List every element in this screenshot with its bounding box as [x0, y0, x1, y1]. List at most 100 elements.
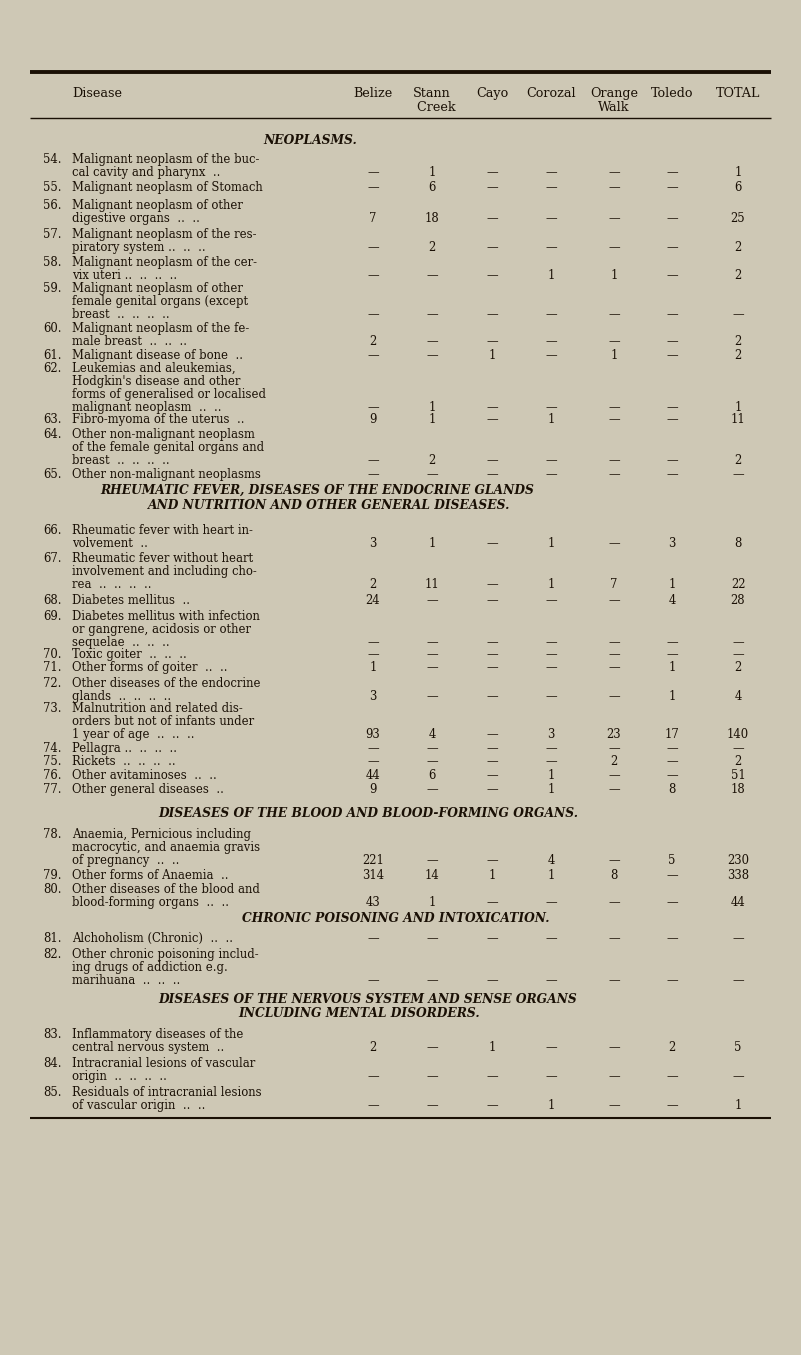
Text: —: —: [608, 401, 620, 415]
Text: —: —: [426, 593, 438, 607]
Text: —: —: [367, 454, 379, 467]
Text: cal cavity and pharynx  ..: cal cavity and pharynx ..: [72, 167, 220, 179]
Text: glands  ..  ..  ..  ..: glands .. .. .. ..: [72, 690, 171, 703]
Text: 71.: 71.: [43, 661, 62, 673]
Text: forms of generalised or localised: forms of generalised or localised: [72, 388, 266, 401]
Text: —: —: [426, 1070, 438, 1083]
Text: 11: 11: [425, 579, 440, 591]
Text: 3: 3: [369, 537, 376, 550]
Text: 8: 8: [735, 537, 742, 550]
Text: DISEASES OF THE NERVOUS SYSTEM AND SENSE ORGANS: DISEASES OF THE NERVOUS SYSTEM AND SENSE…: [158, 993, 577, 1005]
Text: Rickets  ..  ..  ..  ..: Rickets .. .. .. ..: [72, 755, 175, 768]
Text: 18: 18: [425, 211, 440, 225]
Text: —: —: [608, 770, 620, 782]
Text: 2: 2: [369, 1041, 376, 1054]
Text: 18: 18: [731, 783, 746, 795]
Text: orders but not of infants under: orders but not of infants under: [72, 715, 254, 728]
Text: 28: 28: [731, 593, 745, 607]
Text: 1: 1: [735, 1099, 742, 1112]
Text: 5: 5: [735, 1041, 742, 1054]
Text: —: —: [545, 690, 557, 703]
Text: —: —: [608, 1041, 620, 1054]
Text: —: —: [732, 1070, 744, 1083]
Text: 1: 1: [369, 661, 376, 673]
Text: —: —: [545, 350, 557, 362]
Text: —: —: [608, 182, 620, 194]
Text: —: —: [608, 974, 620, 986]
Text: 1: 1: [668, 661, 676, 673]
Text: —: —: [545, 182, 557, 194]
Text: 1: 1: [547, 1099, 554, 1112]
Text: —: —: [666, 755, 678, 768]
Text: 2: 2: [429, 454, 436, 467]
Text: —: —: [426, 974, 438, 986]
Text: 54.: 54.: [43, 153, 62, 167]
Text: —: —: [732, 743, 744, 755]
Text: —: —: [486, 974, 497, 986]
Text: —: —: [545, 241, 557, 253]
Text: 74.: 74.: [43, 743, 62, 755]
Text: 4: 4: [668, 593, 676, 607]
Text: —: —: [486, 537, 497, 550]
Text: —: —: [666, 413, 678, 425]
Text: —: —: [486, 593, 497, 607]
Text: —: —: [608, 743, 620, 755]
Text: 23: 23: [606, 728, 622, 741]
Text: of vascular origin  ..  ..: of vascular origin .. ..: [72, 1099, 205, 1112]
Text: —: —: [426, 1041, 438, 1054]
Text: —: —: [732, 648, 744, 661]
Text: 3: 3: [668, 537, 676, 550]
Text: NEOPLASMS.: NEOPLASMS.: [263, 134, 357, 146]
Text: Alchoholism (Chronic)  ..  ..: Alchoholism (Chronic) .. ..: [72, 932, 233, 944]
Text: —: —: [486, 661, 497, 673]
Text: DISEASES OF THE BLOOD AND BLOOD-FORMING ORGANS.: DISEASES OF THE BLOOD AND BLOOD-FORMING …: [158, 808, 578, 820]
Text: —: —: [486, 167, 497, 179]
Text: —: —: [608, 648, 620, 661]
Text: Malignant neoplasm of the buc-: Malignant neoplasm of the buc-: [72, 153, 260, 167]
Text: —: —: [426, 635, 438, 649]
Text: 2: 2: [735, 350, 742, 362]
Text: 2: 2: [429, 241, 436, 253]
Text: of the female genital organs and: of the female genital organs and: [72, 440, 264, 454]
Text: —: —: [426, 335, 438, 348]
Text: Orange: Orange: [590, 87, 638, 100]
Text: 4: 4: [547, 854, 554, 867]
Text: —: —: [666, 635, 678, 649]
Text: —: —: [608, 335, 620, 348]
Text: Walk: Walk: [598, 102, 630, 114]
Text: involvement and including cho-: involvement and including cho-: [72, 565, 257, 579]
Text: —: —: [666, 974, 678, 986]
Text: Corozal: Corozal: [526, 87, 576, 100]
Text: —: —: [666, 454, 678, 467]
Text: 7: 7: [369, 211, 376, 225]
Text: 57.: 57.: [43, 228, 62, 241]
Text: —: —: [367, 467, 379, 481]
Text: —: —: [545, 755, 557, 768]
Text: —: —: [666, 743, 678, 755]
Text: 63.: 63.: [43, 413, 62, 425]
Text: —: —: [486, 743, 497, 755]
Text: 1: 1: [489, 869, 496, 882]
Text: 78.: 78.: [43, 828, 62, 841]
Text: —: —: [426, 350, 438, 362]
Text: 1: 1: [547, 783, 554, 795]
Text: 8: 8: [610, 869, 618, 882]
Text: —: —: [367, 1099, 379, 1112]
Text: 4: 4: [735, 690, 742, 703]
Text: breast  ..  ..  ..  ..: breast .. .. .. ..: [72, 454, 170, 467]
Text: Malnutrition and related dis-: Malnutrition and related dis-: [72, 702, 243, 715]
Text: —: —: [545, 401, 557, 415]
Text: 61.: 61.: [43, 350, 62, 362]
Text: Malignant neoplasm of other: Malignant neoplasm of other: [72, 199, 243, 211]
Text: CHRONIC POISONING AND INTOXICATION.: CHRONIC POISONING AND INTOXICATION.: [242, 912, 549, 925]
Text: 9: 9: [369, 413, 376, 425]
Text: —: —: [608, 454, 620, 467]
Text: —: —: [732, 932, 744, 944]
Text: —: —: [666, 167, 678, 179]
Text: —: —: [545, 896, 557, 909]
Text: —: —: [666, 241, 678, 253]
Text: 2: 2: [735, 755, 742, 768]
Text: —: —: [608, 783, 620, 795]
Text: —: —: [608, 661, 620, 673]
Text: 59.: 59.: [43, 282, 62, 295]
